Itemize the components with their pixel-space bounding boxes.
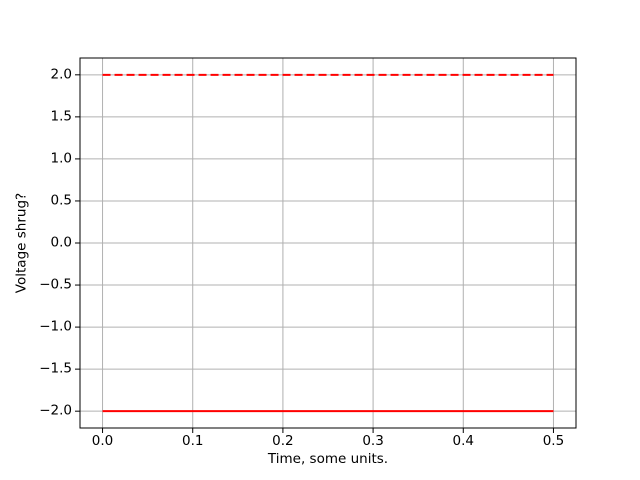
x-tick-label: 0.5: [542, 433, 565, 449]
y-tick-label: 0.5: [50, 192, 72, 209]
x-tick-label: 0.2: [272, 433, 294, 449]
y-tick-label: −2.0: [39, 402, 72, 419]
x-tick-label: 0.0: [91, 433, 114, 449]
x-tick-label: 0.1: [181, 433, 204, 449]
x-tick-label: 0.3: [362, 433, 384, 449]
y-axis-label: Voltage shrug?: [13, 192, 30, 294]
y-tick-label: −1.5: [39, 360, 72, 377]
x-tick-label: 0.4: [452, 433, 475, 449]
y-tick-label: 1.5: [50, 108, 72, 125]
axes-spines: [79, 57, 577, 429]
y-tick-label: 2.0: [50, 66, 72, 83]
x-axis-label: Time, some units.: [267, 451, 389, 467]
y-tick-label: 1.0: [50, 150, 72, 167]
y-tick-label: −1.0: [39, 318, 72, 335]
y-tick-label: 0.0: [50, 234, 72, 251]
y-tick-label: −0.5: [39, 276, 72, 293]
